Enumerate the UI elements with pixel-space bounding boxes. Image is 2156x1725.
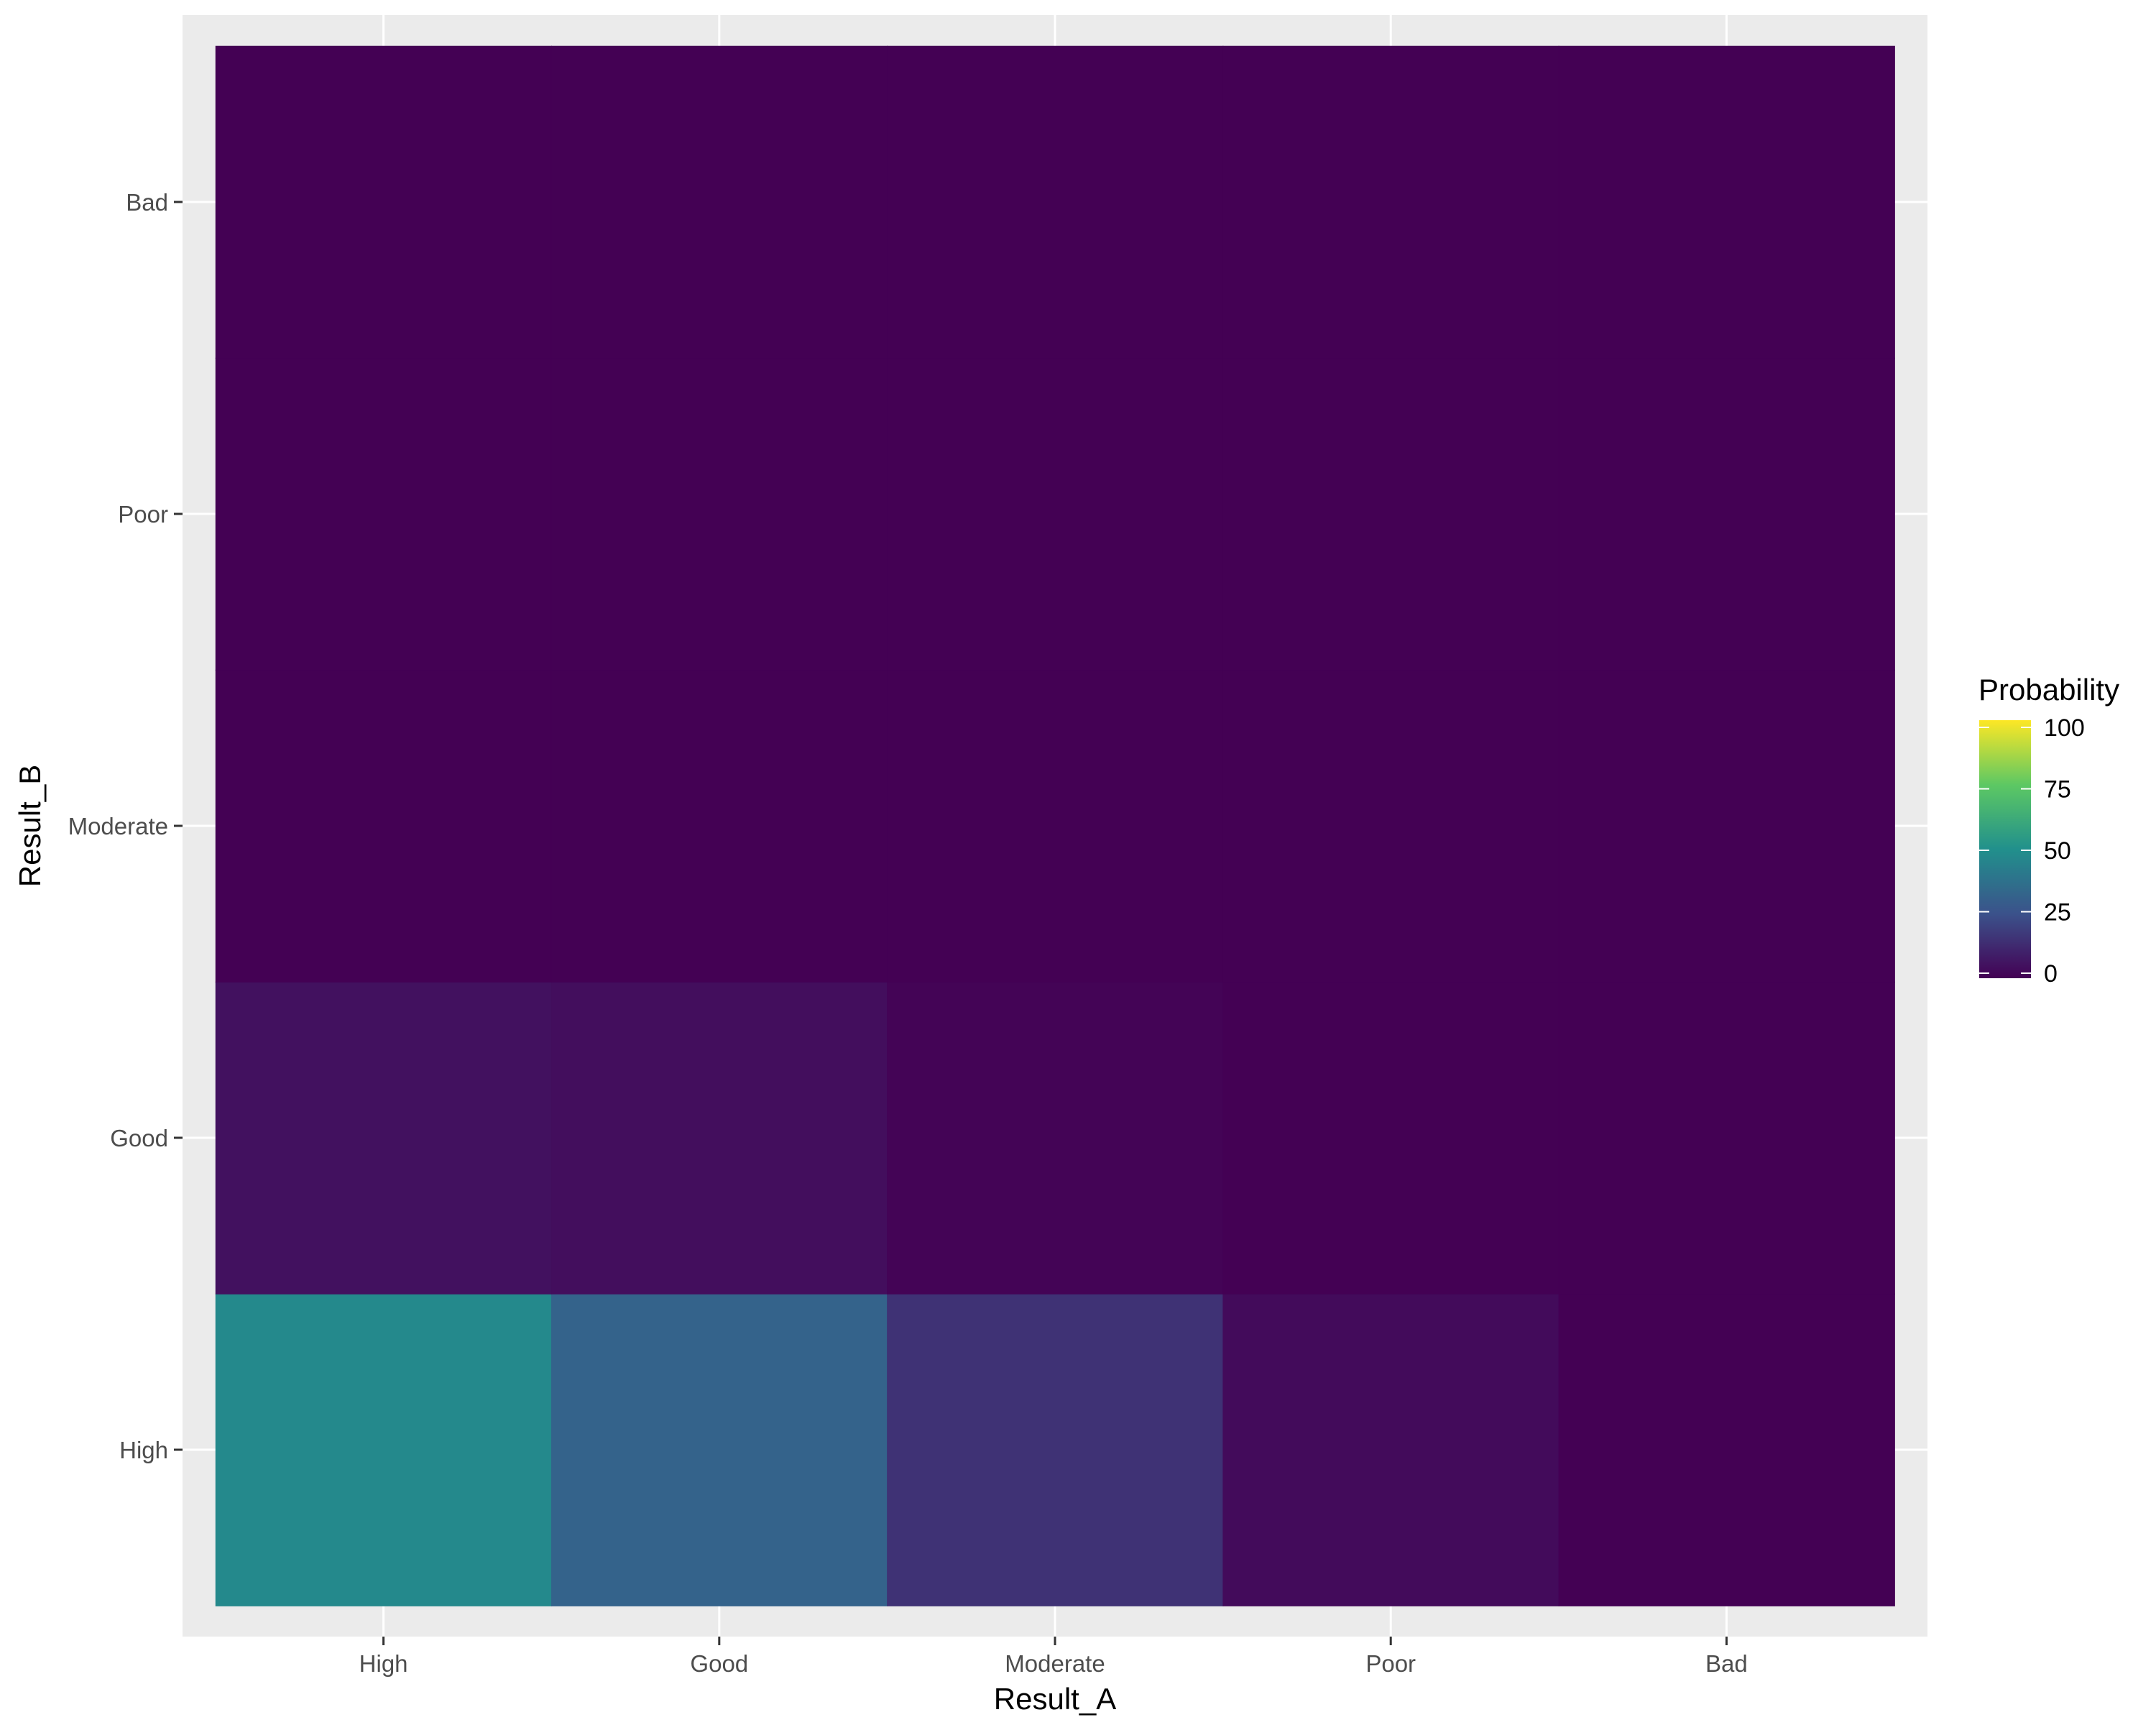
x-tick-label: Bad [1705, 1650, 1748, 1677]
heatmap-tiles [215, 45, 1895, 1606]
legend: Probability 0 25 50 75 100 [1978, 673, 2119, 988]
colorbar-tick-label: 75 [2044, 776, 2071, 804]
heatmap-tile [1222, 357, 1560, 671]
y-axis-title: Result_B [13, 765, 47, 887]
colorbar-ticks: 0 25 50 75 100 [1979, 714, 2085, 988]
y-axis: High Good Moderate Poor Bad [68, 189, 183, 1463]
x-tick-label: High [359, 1650, 408, 1677]
x-tick-label: Good [690, 1650, 748, 1677]
heatmap-tile [1558, 1293, 1895, 1606]
heatmap-tile [1222, 1293, 1560, 1606]
heatmap-tile [887, 1293, 1224, 1606]
x-axis: High Good Moderate Poor Bad [359, 1637, 1748, 1677]
heatmap-tile [1222, 45, 1560, 359]
heatmap-tile [887, 357, 1224, 671]
legend-title: Probability [1978, 673, 2119, 707]
y-tick-label: Moderate [68, 813, 168, 840]
heatmap-tile [215, 669, 553, 983]
heatmap-tile [887, 669, 1224, 983]
heatmap-tile [550, 45, 888, 359]
heatmap-tile [215, 1293, 553, 1606]
x-tick-label: Moderate [1005, 1650, 1105, 1677]
colorbar [1979, 720, 2031, 978]
y-tick-label: Good [110, 1125, 168, 1151]
heatmap-tile [1222, 981, 1560, 1294]
colorbar-tick-label: 50 [2044, 837, 2071, 865]
heatmap-tile [550, 1293, 888, 1606]
heatmap-tile [215, 357, 553, 671]
heatmap-tile [215, 981, 553, 1294]
heatmap-tile [550, 669, 888, 983]
heatmap-tile [1558, 45, 1895, 359]
heatmap-tile [1558, 669, 1895, 983]
heatmap-tile [887, 45, 1224, 359]
heatmap-tile [215, 45, 553, 359]
heatmap-tile [550, 981, 888, 1294]
heatmap-tile [1558, 981, 1895, 1294]
y-tick-label: Poor [118, 501, 168, 528]
heatmap-tile [1222, 669, 1560, 983]
heatmap-tile [550, 357, 888, 671]
colorbar-tick-label: 0 [2044, 960, 2058, 988]
y-tick-label: High [119, 1437, 168, 1463]
x-tick-label: Poor [1365, 1650, 1416, 1677]
x-axis-title: Result_A [994, 1682, 1116, 1716]
heatmap-tile [887, 981, 1224, 1294]
colorbar-tick-label: 25 [2044, 899, 2071, 926]
colorbar-tick-label: 100 [2044, 714, 2085, 742]
y-tick-label: Bad [126, 189, 168, 216]
heatmap-tile [1558, 357, 1895, 671]
